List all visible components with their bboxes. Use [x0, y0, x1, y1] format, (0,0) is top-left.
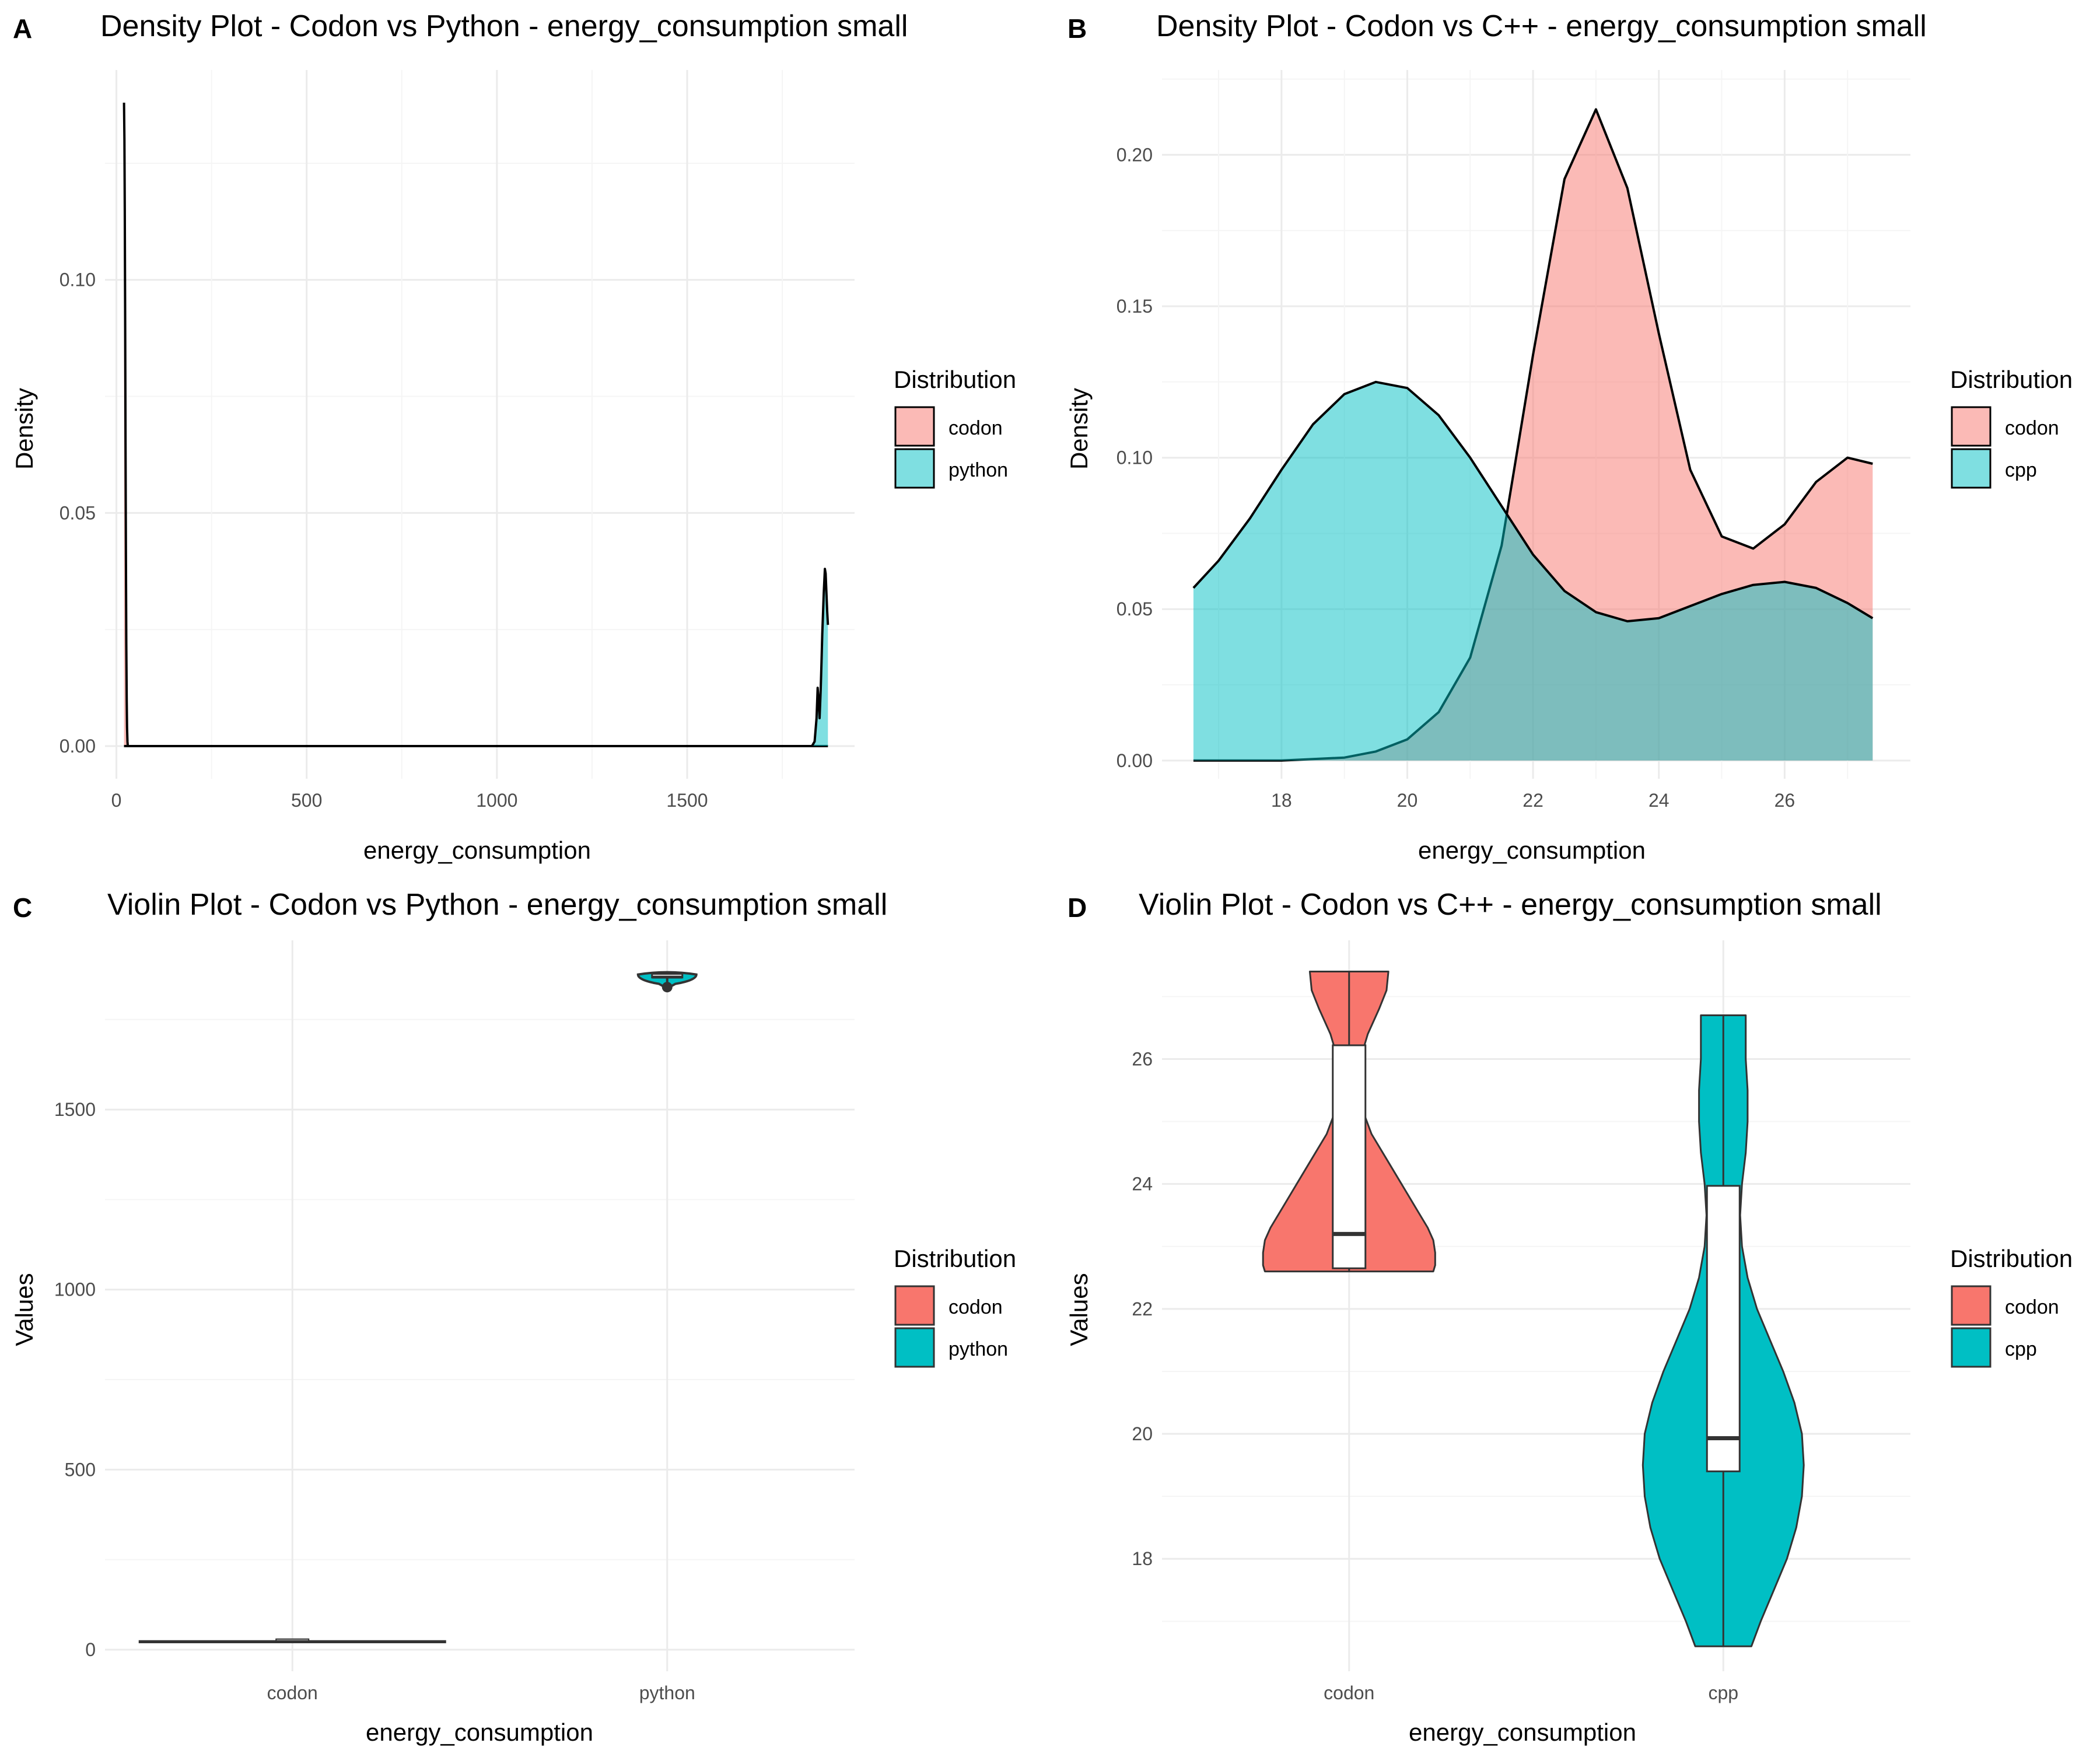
panel-c-legend-title: Distribution [894, 1245, 1016, 1272]
panel-b-y-tick-label: 0.15 [1116, 296, 1153, 317]
panel-b-x-tick-label: 18 [1271, 790, 1292, 811]
panel-a-density-line-codon [123, 102, 828, 747]
panel-c-legend-key-python [894, 1327, 935, 1368]
panel-d-legend-label-codon: codon [2005, 1296, 2059, 1318]
panel-d-legend-title: Distribution [1950, 1245, 2073, 1272]
panel-b-legend-label-codon: codon [2005, 417, 2059, 439]
panel-b-density-area-cpp [1193, 382, 1873, 761]
panel-b-title: Density Plot - Codon vs C++ - energy_con… [1156, 9, 1927, 43]
panel-c-legend-key-codon [894, 1285, 935, 1326]
panel-d-legend-key-codon [1951, 1285, 1992, 1326]
panel-d-legend: Distribution codon cpp [1950, 1245, 2073, 1368]
panel-a-x-tick-label: 1000 [476, 790, 517, 811]
panel-d-legend-key-cpp [1951, 1327, 1992, 1368]
panel-c-legend-label-codon: codon [949, 1296, 1003, 1318]
panel-d-x-tick-label: codon [1324, 1682, 1374, 1703]
panel-d-y-tick-label: 22 [1132, 1298, 1153, 1320]
panel-a-y-tick-label: 0.10 [60, 270, 96, 290]
panel-b-legend: Distribution codon cpp [1950, 366, 2073, 489]
panel-c: C Violin Plot - Codon vs Python - energy… [10, 888, 1016, 1746]
panel-c-y-tick-label: 500 [65, 1459, 96, 1480]
panel-d-box-codon [1332, 1044, 1367, 1269]
panel-b-density-line-cpp [1192, 380, 1874, 622]
panel-a-y-axis-title: Density [10, 388, 38, 470]
panel-b-x-tick-label: 22 [1522, 790, 1544, 811]
panel-d-y-tick-label: 20 [1132, 1423, 1153, 1444]
panel-c-plot: 0 500 1000 1500 codon python [54, 940, 855, 1703]
panel-c-x-tick-label: codon [267, 1682, 318, 1703]
panel-b-x-tick-label: 24 [1648, 790, 1670, 811]
panel-a-x-tick-label: 0 [111, 790, 122, 811]
panel-a-legend: Distribution codon python [894, 366, 1016, 489]
panel-c-x-tick-label: python [639, 1682, 695, 1703]
panel-b-y-tick-label: 0.20 [1116, 144, 1153, 165]
panel-a-density-area-python [124, 569, 828, 746]
panel-c-legend-label-python: python [949, 1338, 1008, 1360]
panel-c-title: Violin Plot - Codon vs Python - energy_c… [107, 888, 887, 922]
panel-d-legend-label-cpp: cpp [2005, 1338, 2037, 1360]
panel-b-legend-key-cpp [1951, 448, 1992, 489]
panel-c-y-tick-label: 1000 [54, 1279, 96, 1300]
panel-b-x-tick-label: 20 [1397, 790, 1418, 811]
panel-a-plot: 0.00 0.05 0.10 0 500 1000 1500 [60, 70, 855, 811]
panel-b-legend-title: Distribution [1950, 366, 2073, 393]
panel-b-plot: 0.00 0.05 0.10 0.15 0.20 18 20 22 24 26 [1116, 70, 1910, 811]
panel-b-x-tick-label: 26 [1774, 790, 1796, 811]
panel-b-y-tick-label: 0.10 [1116, 447, 1153, 468]
panel-a-legend-key-codon [894, 406, 935, 447]
panel-b-density-area-codon [1193, 109, 1873, 761]
panel-a: A Density Plot - Codon vs Python - energ… [10, 9, 1016, 864]
panel-d-y-axis-title: Values [1065, 1273, 1093, 1346]
panel-b-legend-label-cpp: cpp [2005, 459, 2037, 481]
panel-c-y-tick-label: 1500 [54, 1099, 96, 1120]
panel-b-x-axis-title: energy_consumption [1418, 836, 1646, 864]
panel-a-legend-key-python [894, 448, 935, 489]
panel-c-y-tick-label: 0 [85, 1639, 96, 1660]
panel-d-y-tick-label: 26 [1132, 1048, 1153, 1069]
panel-a-density-line-python [124, 568, 830, 747]
panel-d-x-axis-title: energy_consumption [1409, 1718, 1636, 1746]
panel-a-x-tick-label: 1500 [666, 790, 708, 811]
panel-a-legend-label-python: python [949, 459, 1008, 481]
panel-a-y-tick-label: 0.05 [60, 502, 96, 523]
panel-a-x-axis-title: energy_consumption [363, 836, 591, 864]
panel-c-tag: C [13, 892, 32, 923]
panel-d-tag: D [1068, 892, 1087, 923]
panel-a-x-tick-label: 500 [291, 790, 322, 811]
panel-a-density-area-codon [124, 103, 828, 746]
panel-b-legend-key-codon [1951, 406, 1992, 447]
panel-d-box-cpp [1706, 1185, 1741, 1472]
panel-a-legend-label-codon: codon [949, 417, 1003, 439]
panel-c-y-axis-title: Values [10, 1273, 38, 1346]
panel-a-legend-title: Distribution [894, 366, 1016, 393]
panel-d-plot: 18 20 22 24 26 codon cpp [1132, 940, 1910, 1703]
panel-c-outlier-python [662, 982, 673, 993]
panel-b-tag: B [1068, 13, 1087, 44]
panel-a-title: Density Plot - Codon vs Python - energy_… [100, 9, 908, 43]
panel-c-x-axis-title: energy_consumption [366, 1718, 593, 1746]
panel-a-y-tick-label: 0.00 [60, 736, 96, 757]
panel-d-y-tick-label: 18 [1132, 1548, 1153, 1569]
panel-b-y-tick-label: 0.05 [1116, 598, 1153, 620]
panel-b-y-axis-title: Density [1065, 388, 1093, 470]
panel-a-tag: A [13, 13, 32, 44]
panel-d: D Violin Plot - Codon vs C++ - energy_co… [1065, 888, 2073, 1746]
panel-c-legend: Distribution codon python [894, 1245, 1016, 1368]
panel-d-title: Violin Plot - Codon vs C++ - energy_cons… [1139, 888, 1882, 922]
panel-b: B Density Plot - Codon vs C++ - energy_c… [1065, 9, 2073, 864]
panel-d-x-tick-label: cpp [1708, 1682, 1738, 1703]
panel-d-y-tick-label: 24 [1132, 1174, 1153, 1195]
panel-b-y-tick-label: 0.00 [1116, 750, 1153, 771]
